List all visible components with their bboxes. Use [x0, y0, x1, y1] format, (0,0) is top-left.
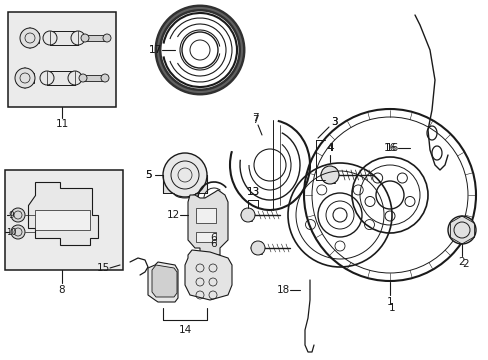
- Text: 13: 13: [246, 187, 259, 197]
- Text: 6: 6: [210, 233, 217, 243]
- Bar: [196, 232, 216, 242]
- Circle shape: [20, 28, 40, 48]
- Text: 17: 17: [148, 45, 162, 55]
- Bar: [83, 75, 105, 81]
- Text: 11: 11: [55, 119, 68, 129]
- Text: 7: 7: [251, 115, 258, 125]
- Polygon shape: [148, 262, 178, 302]
- Text: 1: 1: [386, 297, 392, 307]
- Polygon shape: [28, 182, 98, 245]
- Circle shape: [163, 153, 206, 197]
- Polygon shape: [152, 265, 177, 297]
- Circle shape: [71, 31, 85, 45]
- Text: 3: 3: [330, 117, 337, 127]
- Circle shape: [15, 68, 35, 88]
- Text: 16: 16: [385, 143, 398, 153]
- Bar: [163, 175, 206, 193]
- Bar: [35, 210, 90, 230]
- Circle shape: [43, 31, 57, 45]
- Circle shape: [68, 71, 82, 85]
- Text: 15: 15: [96, 263, 109, 273]
- Text: 12: 12: [166, 210, 179, 220]
- Circle shape: [101, 74, 109, 82]
- Text: 14: 14: [178, 325, 191, 335]
- Text: 7: 7: [251, 113, 258, 123]
- Bar: [85, 35, 107, 41]
- Text: 2: 2: [458, 257, 465, 267]
- Text: 3: 3: [330, 117, 337, 127]
- Text: 18: 18: [276, 285, 289, 295]
- Text: 2: 2: [462, 259, 468, 269]
- Text: 8: 8: [59, 285, 65, 295]
- Bar: [50, 31, 78, 45]
- Circle shape: [11, 208, 25, 222]
- Bar: [8, 12, 116, 107]
- Circle shape: [241, 208, 254, 222]
- Text: 6: 6: [210, 239, 217, 249]
- Circle shape: [320, 166, 338, 184]
- Polygon shape: [184, 250, 231, 300]
- Circle shape: [11, 225, 25, 239]
- Polygon shape: [187, 190, 227, 255]
- Text: 5: 5: [144, 170, 151, 180]
- Text: 4: 4: [327, 143, 334, 153]
- Text: 1: 1: [388, 303, 394, 313]
- Text: 13: 13: [246, 187, 259, 197]
- Text: 9: 9: [8, 211, 14, 220]
- Bar: [196, 208, 216, 223]
- Text: 5: 5: [144, 170, 151, 180]
- Circle shape: [103, 34, 111, 42]
- Bar: [5, 170, 123, 270]
- Circle shape: [40, 71, 54, 85]
- Circle shape: [250, 241, 264, 255]
- Text: 4: 4: [326, 143, 333, 153]
- Circle shape: [81, 34, 89, 42]
- Circle shape: [447, 216, 475, 244]
- Text: 17: 17: [148, 45, 162, 55]
- Text: 10: 10: [6, 228, 16, 237]
- Circle shape: [79, 74, 87, 82]
- Text: 16: 16: [383, 143, 396, 153]
- Bar: [47, 71, 75, 85]
